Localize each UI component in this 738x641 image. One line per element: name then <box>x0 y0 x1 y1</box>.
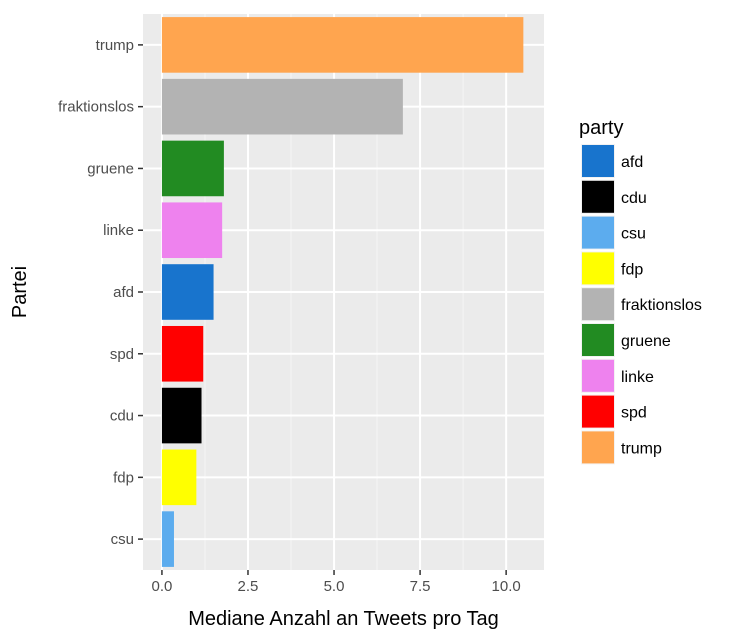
legend-label: trump <box>621 440 662 457</box>
legend: party afd cdu csu fdp fraktionslos gruene link… <box>579 117 702 465</box>
legend-swatch-gruene <box>582 324 614 356</box>
y-tick-label: spd <box>110 346 134 363</box>
x-tick-label: 7.5 <box>410 578 431 595</box>
legend-label: linke <box>621 369 654 386</box>
legend-label: csu <box>621 226 646 243</box>
x-tick-label: 2.5 <box>238 578 259 595</box>
bar-fdp <box>161 449 197 506</box>
legend-label: afd <box>621 154 643 171</box>
y-tick-label: fraktionslos <box>58 99 134 116</box>
y-tick-label: gruene <box>87 160 134 177</box>
y-axis-title: Partei <box>9 266 31 318</box>
bar-cdu <box>161 387 202 444</box>
legend-swatch-linke <box>582 359 614 392</box>
bars <box>161 17 524 567</box>
x-tick-label: 10.0 <box>492 578 521 595</box>
legend-swatch-afd <box>582 145 614 177</box>
x-tick-label: 5.0 <box>324 578 345 595</box>
legend-swatch-csu <box>582 216 614 249</box>
legend-label: fraktionslos <box>621 297 702 314</box>
x-tick-label: 0.0 <box>152 578 173 595</box>
legend-swatch-spd <box>582 395 614 428</box>
y-tick-label: fdp <box>113 469 134 486</box>
bar-gruene <box>161 140 224 197</box>
bar-spd <box>161 325 204 382</box>
bar-csu <box>161 511 174 567</box>
legend-swatch-fdp <box>582 252 614 285</box>
y-axis: trump fraktionslos gruene linke afd spd cdu fdp… <box>58 37 143 548</box>
legend-label: cdu <box>621 190 647 207</box>
y-tick-label: afd <box>113 284 134 301</box>
x-axis-title: Mediane Anzahl an Tweets pro Tag <box>188 608 499 630</box>
legend-title: party <box>579 117 623 139</box>
legend-label: fdp <box>621 261 643 278</box>
y-tick-label: trump <box>96 37 134 54</box>
legend-swatch-cdu <box>582 180 614 213</box>
legend-label: gruene <box>621 333 671 350</box>
y-tick-label: cdu <box>110 408 134 425</box>
legend-swatch-fraktionslos <box>582 288 614 321</box>
bar-fraktionslos <box>161 78 403 135</box>
bar-afd <box>161 264 214 320</box>
bar-linke <box>161 202 223 259</box>
legend-label: spd <box>621 405 647 422</box>
bar-trump <box>161 17 524 73</box>
y-tick-label: csu <box>111 531 134 548</box>
x-axis: 0.0 2.5 5.0 7.5 10.0 <box>152 570 521 595</box>
y-tick-label: linke <box>103 222 134 239</box>
legend-swatch-trump <box>582 431 614 464</box>
